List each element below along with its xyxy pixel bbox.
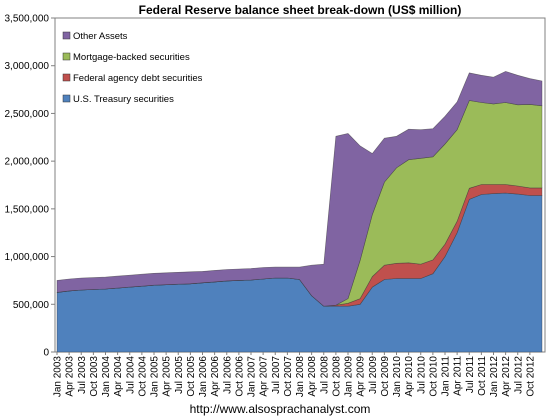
legend-label: U.S. Treasury securities bbox=[73, 94, 174, 105]
x-tick-label: Apr 2009 bbox=[356, 356, 367, 397]
y-tick-label: 2,000,000 bbox=[5, 157, 50, 168]
x-tick-label: Oct 2010 bbox=[428, 356, 439, 397]
x-tick-label: Oct 2006 bbox=[234, 356, 245, 397]
legend-swatch bbox=[62, 73, 71, 82]
x-tick-label: Apr 2007 bbox=[259, 356, 270, 397]
legend-swatch bbox=[62, 94, 71, 103]
x-tick-label: Jul 2007 bbox=[271, 356, 282, 394]
plot-area bbox=[54, 17, 546, 353]
footer-url: http://www.alsosprachanalyst.com bbox=[190, 402, 371, 416]
x-tick-label: Jan 2010 bbox=[392, 356, 403, 398]
x-tick-label: Oct 2007 bbox=[283, 356, 294, 397]
x-tick-label: Jul 2008 bbox=[319, 356, 330, 394]
x-tick-label: Apr 2011 bbox=[453, 356, 464, 396]
x-tick-label: Jan 2006 bbox=[198, 356, 209, 398]
y-tick-label: 1,500,000 bbox=[5, 204, 50, 215]
y-tick-label: 3,000,000 bbox=[5, 61, 50, 72]
x-tick-label: Jan 2003 bbox=[53, 356, 64, 398]
x-tick-label: Jan 2011 bbox=[441, 356, 452, 397]
legend-swatch bbox=[62, 31, 71, 40]
x-tick-label: Jan 2004 bbox=[101, 356, 112, 398]
legend-label: Mortgage-backed securities bbox=[73, 52, 190, 63]
x-tick-label: Oct 2004 bbox=[137, 356, 148, 397]
x-tick-label: Jan 2012 bbox=[489, 356, 500, 398]
x-tick-label: Oct 2003 bbox=[89, 356, 100, 397]
x-tick-label: Apr 2005 bbox=[162, 356, 173, 397]
y-axis: 0 500,000 1,000,000 1,500,000 2,000,000 2,500… bbox=[5, 14, 55, 359]
x-tick-label: Jul 2004 bbox=[125, 356, 136, 394]
y-tick-label: 500,000 bbox=[13, 300, 50, 311]
x-tick-label: Apr 2008 bbox=[307, 356, 318, 397]
x-tick-label: Apr 2010 bbox=[404, 356, 415, 397]
legend: Other Assets Mortgage-backed securities Fe… bbox=[62, 31, 203, 105]
x-tick-label: Jul 2012 bbox=[513, 356, 524, 394]
x-tick-label: Jul 2009 bbox=[368, 356, 379, 394]
legend-label: Federal agency debt securities bbox=[73, 73, 203, 84]
legend-label: Other Assets bbox=[73, 31, 128, 42]
y-tick-label: 1,000,000 bbox=[5, 252, 50, 263]
x-tick-label: Jul 2003 bbox=[77, 356, 88, 394]
y-tick-label: 3,500,000 bbox=[5, 14, 50, 25]
x-tick-label: Jan 2008 bbox=[295, 356, 306, 398]
x-tick-label: Jul 2005 bbox=[174, 356, 185, 394]
y-tick-label: 2,500,000 bbox=[5, 109, 50, 120]
x-tick-label: Apr 2006 bbox=[210, 356, 221, 397]
x-tick-label: Oct 2012 bbox=[525, 356, 536, 397]
x-tick-label: Jan 2007 bbox=[247, 356, 258, 398]
x-axis: Jan 2003 Apr 2003 Jul 2003 Oct 2003 Jan 2004… bbox=[53, 352, 536, 398]
area-other-assets bbox=[56, 71, 543, 307]
x-tick-label: Oct 2008 bbox=[331, 356, 342, 397]
chart-title: Federal Reserve balance sheet break-down… bbox=[139, 3, 462, 17]
y-tick-label: 0 bbox=[43, 348, 49, 359]
x-tick-label: Apr 2004 bbox=[113, 356, 124, 397]
x-tick-label: Apr 2003 bbox=[65, 356, 76, 397]
x-tick-label: Jul 2006 bbox=[222, 356, 233, 394]
x-tick-label: Apr 2012 bbox=[501, 356, 512, 397]
x-tick-label: Jul 2011 bbox=[465, 356, 476, 394]
x-tick-label: Oct 2011 bbox=[477, 356, 488, 396]
x-tick-label: Jul 2010 bbox=[416, 356, 427, 394]
x-tick-label: Jan 2005 bbox=[150, 356, 161, 398]
x-tick-label: Jan 2009 bbox=[344, 356, 355, 398]
x-tick-label: Oct 2005 bbox=[186, 356, 197, 397]
legend-swatch bbox=[62, 52, 71, 61]
x-tick-label: Oct 2009 bbox=[380, 356, 391, 397]
